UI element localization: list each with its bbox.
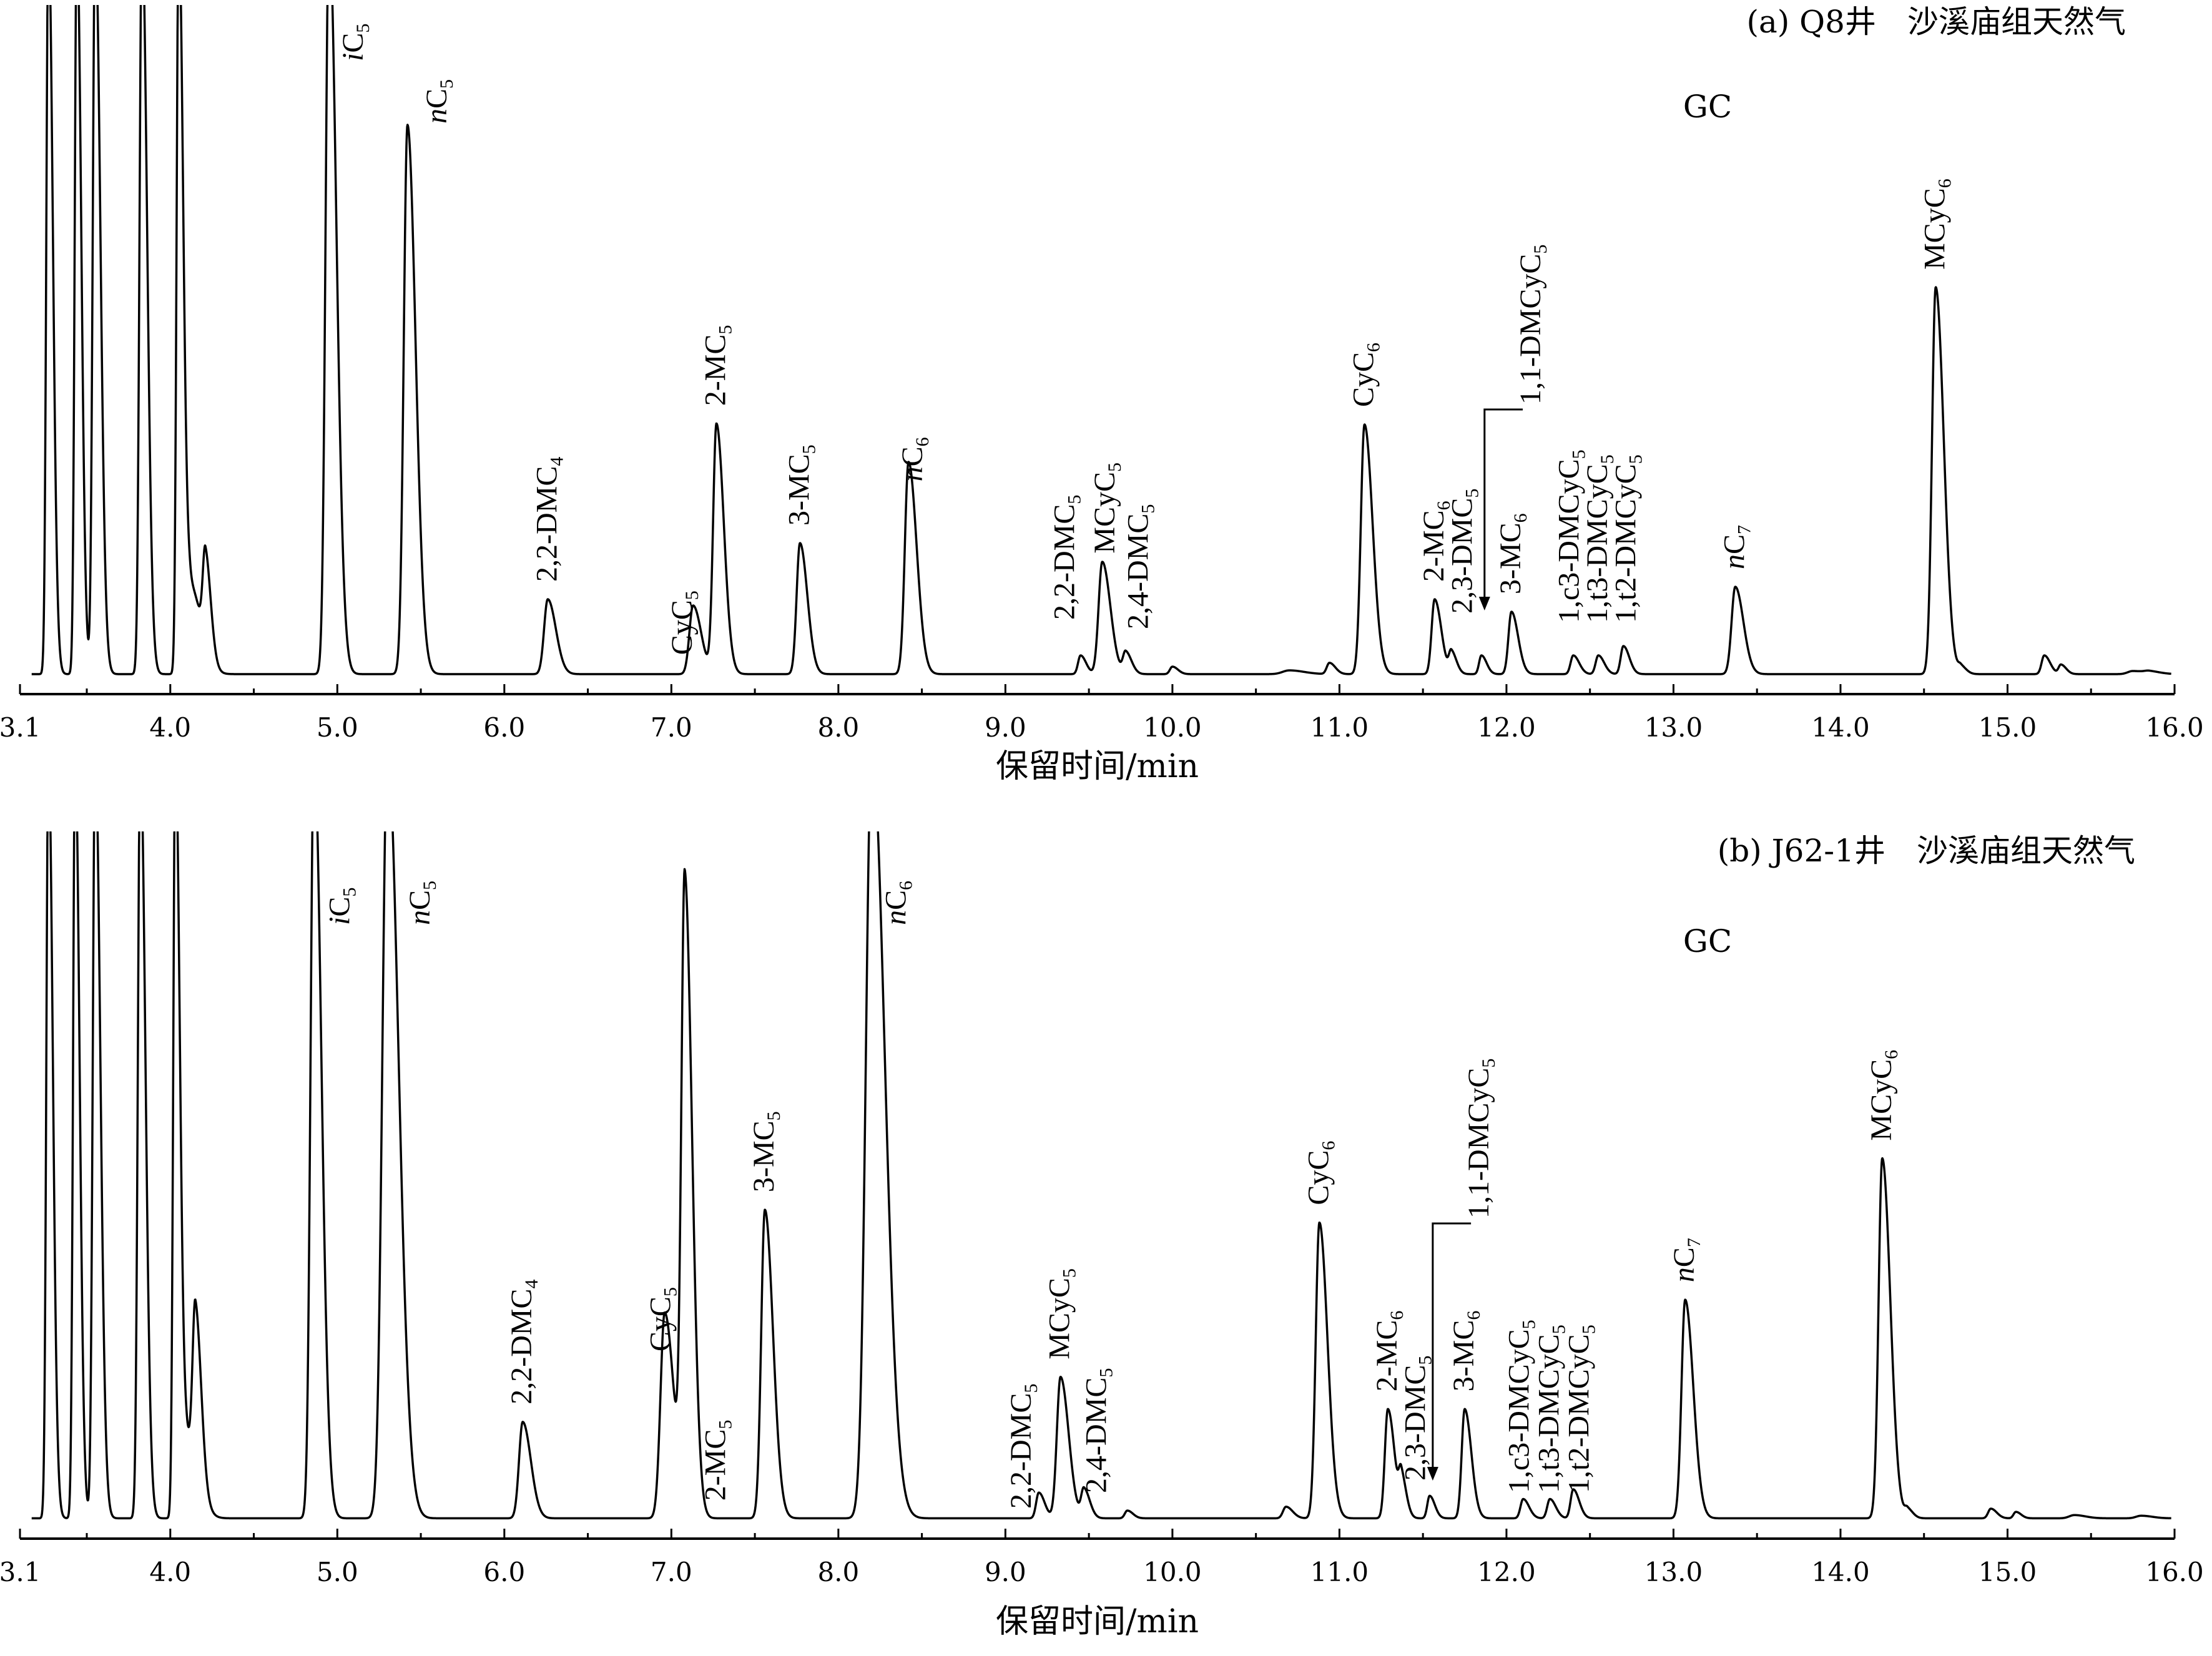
peak-label: 3-MC6: [1494, 513, 1531, 594]
x-tick-label: 14.0: [1811, 712, 1870, 743]
x-tick-label: 6.0: [483, 1557, 525, 1587]
peak-label: CyC6: [1347, 343, 1384, 407]
peak-label: MCyC6: [1865, 1050, 1902, 1141]
peak-label: 2,2-DMC4: [530, 457, 567, 582]
peak-label: 2-MC6: [1370, 1311, 1407, 1392]
x-tick-label: 6.0: [483, 712, 525, 743]
x-tick-label: 5.0: [317, 1557, 358, 1587]
x-tick-label: 10.0: [1143, 712, 1202, 743]
x-tick-label: 7.0: [651, 1557, 692, 1587]
peak-label: CyC5: [666, 590, 702, 655]
peak-label: CyC6: [1302, 1141, 1339, 1205]
peak-label: nC7: [1718, 525, 1754, 569]
peak-label: 1,c3-DMCyC5: [1553, 449, 1590, 623]
peak-label: 2-MC6: [1417, 501, 1454, 582]
peak-label: 2-MC5: [699, 1420, 736, 1501]
x-tick-label: 9.0: [985, 1557, 1026, 1587]
peak-label: 3-MC5: [782, 444, 819, 526]
bracket-line: [1432, 1222, 1472, 1469]
chromatogram-panel-a: 3.1 4.0 5.0 6.0 7.0 8.0 9.0 10.0 11.0 12.0 13.0 14.…: [0, 4, 2204, 785]
peak-label: nC5: [403, 881, 440, 925]
x-tick-label: 13.0: [1644, 712, 1703, 743]
peak-label: 2,4-DMC5: [1080, 1368, 1117, 1493]
peak-label: 1,t2-DMCyC5: [1563, 1325, 1600, 1493]
x-tick-label: 15.0: [1979, 712, 2037, 743]
arrow-head: [1427, 1467, 1438, 1481]
x-axis-title: 保留时间/min: [996, 1603, 1199, 1640]
peak-label: 2,3-DMC5: [1445, 489, 1482, 614]
peak-label: 1,t3-DMCyC5: [1581, 454, 1618, 623]
peak-label: 1,t2-DMCyC5: [1610, 454, 1646, 623]
x-tick-label: 12.0: [1477, 1557, 1536, 1587]
chromatogram-trace: [31, 831, 2172, 1520]
x-tick-label: 12.0: [1477, 712, 1536, 743]
x-tick-label: 4.0: [149, 1557, 191, 1587]
x-tick-label: 3.1: [0, 712, 41, 743]
x-tick-label: 10.0: [1143, 1557, 1202, 1587]
peak-label: 2,4-DMC5: [1121, 504, 1158, 629]
x-tick-label: 7.0: [651, 712, 692, 743]
x-tick-label: 8.0: [817, 712, 859, 743]
x-tick-label: 3.1: [0, 1557, 41, 1587]
peak-label: 2-MC5: [699, 325, 736, 406]
peak-label: iC5: [323, 888, 360, 925]
x-tick-label: 5.0: [317, 712, 358, 743]
peak-label: nC6: [896, 437, 933, 481]
peak-label: nC5: [420, 79, 457, 124]
gc-label: GC: [1683, 89, 1732, 125]
chromatogram-panel-b: 3.1 4.0 5.0 6.0 7.0 8.0 9.0 10.0 11.0 12.0 13.0 14.…: [0, 831, 2204, 1640]
arrow-head: [1478, 597, 1490, 610]
peak-label: 3-MC6: [1447, 1311, 1484, 1392]
peak-label: 1,1-DMCyC5: [1462, 1059, 1499, 1218]
x-tick-label: 11.0: [1310, 1557, 1369, 1587]
peak-label: MCyC6: [1918, 179, 1955, 270]
x-axis-title: 保留时间/min: [996, 748, 1199, 785]
x-tick-label: 11.0: [1310, 712, 1369, 743]
peak-label: 2,2-DMC5: [1048, 495, 1085, 620]
x-tick-label: 9.0: [985, 712, 1026, 743]
bracket-line: [1483, 408, 1523, 599]
x-tick-label: 15.0: [1979, 1557, 2037, 1587]
peak-label: 2,3-DMC5: [1399, 1356, 1436, 1481]
peak-label: 1,c3-DMCyC5: [1502, 1320, 1539, 1493]
x-tick-label: 16.0: [2145, 1557, 2204, 1587]
x-tick-label: 16.0: [2145, 712, 2204, 743]
peak-label: 1,1-DMCyC5: [1514, 245, 1551, 404]
x-tick-label: 13.0: [1644, 1557, 1703, 1587]
peak-label: iC5: [337, 24, 373, 61]
panel-title: (b) J62-1井 沙溪庙组天然气: [1718, 833, 2135, 869]
gc-label: GC: [1683, 923, 1732, 959]
peak-label: 3-MC5: [747, 1111, 784, 1192]
peak-label: MCyC5: [1043, 1268, 1080, 1360]
x-tick-label: 8.0: [817, 1557, 859, 1587]
x-tick-label: 4.0: [149, 712, 191, 743]
peak-label: nC7: [1668, 1238, 1704, 1282]
chromatogram-trace: [31, 5, 2172, 675]
peak-label: MCyC5: [1088, 463, 1125, 554]
peak-label: nC6: [880, 881, 917, 925]
peak-label: 2,2-DMC5: [1005, 1384, 1041, 1509]
peak-label: CyC5: [644, 1287, 681, 1351]
panel-title: (a) Q8井 沙溪庙组天然气: [1746, 4, 2126, 40]
peak-label: 1,t3-DMCyC5: [1533, 1325, 1570, 1493]
x-tick-label: 14.0: [1811, 1557, 1870, 1587]
peak-label: 2,2-DMC4: [505, 1280, 542, 1404]
